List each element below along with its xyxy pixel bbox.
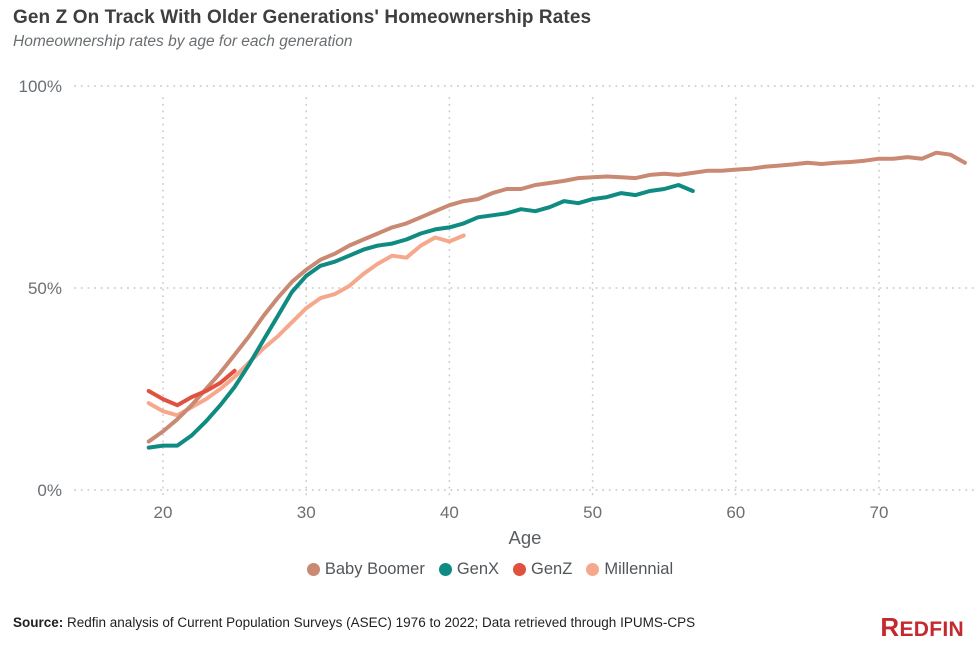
legend-dot-icon [513, 563, 527, 576]
line-chart-plot: 0% 50% 100% 20 30 40 50 60 70 Age [19, 77, 977, 548]
chart-title: Gen Z On Track With Older Generations' H… [13, 7, 592, 28]
line-millennial [146, 233, 466, 418]
legend-label: Millennial [604, 560, 674, 578]
y-tick-label: 0% [37, 481, 62, 500]
legend-item-baby-boomer: Baby Boomer [306, 560, 425, 579]
x-tick-label: 50 [583, 503, 602, 522]
legend-label: Baby Boomer [324, 560, 425, 578]
chart-subtitle: Homeownership rates by age for each gene… [13, 33, 353, 50]
line-genz [146, 368, 237, 408]
line-genx [146, 183, 695, 450]
legend-label: GenX [456, 560, 500, 578]
legend-item-millennial: Millennial [586, 560, 673, 579]
x-tick-label: 70 [870, 503, 889, 522]
source-note: Source: Redfin analysis of Current Popul… [13, 615, 853, 630]
legend-item-genx: GenX [438, 560, 500, 579]
legend-dot-icon [438, 563, 452, 576]
legend-dot-icon [586, 563, 600, 576]
redfin-logo: REDFIN [880, 612, 964, 642]
x-tick-label: 60 [726, 503, 745, 522]
y-tick-label: 50% [28, 279, 62, 298]
line-baby-boomer [146, 150, 967, 444]
x-tick-label: 20 [154, 503, 173, 522]
legend-label: GenZ [531, 560, 573, 578]
y-tick-label: 100% [19, 77, 62, 96]
source-text: Redfin analysis of Current Population Su… [63, 615, 696, 630]
chart-legend: Baby Boomer GenX GenZ Millennial [0, 560, 980, 579]
x-tick-label: 30 [297, 503, 316, 522]
x-axis-title: Age [509, 527, 542, 548]
source-label: Source: [13, 615, 64, 630]
legend-item-genz: GenZ [513, 560, 572, 579]
x-tick-label: 40 [440, 503, 459, 522]
legend-dot-icon [306, 563, 320, 576]
